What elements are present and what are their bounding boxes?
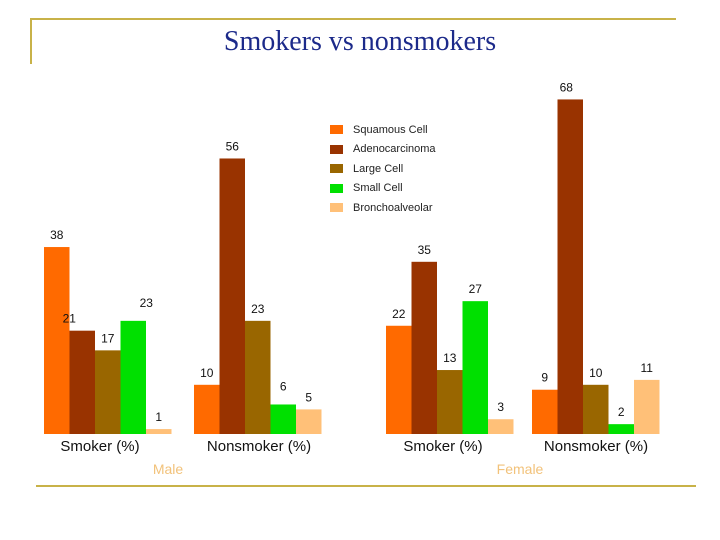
data-label-male-nonsmoker-adenocarcinoma: 56 xyxy=(226,139,240,153)
data-label-male-smoker-large-cell: 17 xyxy=(101,331,115,345)
legend-label-adenocarcinoma: Adenocarcinoma xyxy=(353,143,436,156)
bar-female-nonsmoker-bronchoalveolar xyxy=(634,379,660,434)
bar-male-smoker-bronchoalveolar xyxy=(146,429,172,434)
data-label-female-nonsmoker-large-cell: 10 xyxy=(589,366,603,380)
data-label-female-smoker-large-cell: 13 xyxy=(443,351,457,365)
bar-female-smoker-large-cell xyxy=(437,370,463,434)
data-label-female-nonsmoker-small-cell: 2 xyxy=(618,405,625,419)
bar-female-smoker-adenocarcinoma xyxy=(411,261,437,434)
bar-male-nonsmoker-large-cell xyxy=(245,320,271,434)
legend-swatch-squamous-cell xyxy=(330,125,343,135)
bar-male-nonsmoker-squamous-cell xyxy=(194,384,220,434)
data-label-female-nonsmoker-bronchoalveolar: 11 xyxy=(641,361,654,375)
data-label-male-nonsmoker-bronchoalveolar: 5 xyxy=(305,390,312,404)
legend-swatch-small-cell xyxy=(330,183,343,193)
bar-male-nonsmoker-adenocarcinoma xyxy=(219,158,245,435)
legend-item-small-cell: Small Cell xyxy=(330,179,436,199)
data-label-male-nonsmoker-small-cell: 6 xyxy=(280,379,287,393)
data-label-male-smoker-small-cell: 23 xyxy=(140,296,154,310)
data-label-male-smoker-bronchoalveolar: 1 xyxy=(155,410,162,424)
data-label-male-nonsmoker-squamous-cell: 10 xyxy=(200,366,214,380)
slide-bottom-rule xyxy=(36,485,696,487)
legend-item-squamous-cell: Squamous Cell xyxy=(330,120,436,140)
bar-female-smoker-small-cell xyxy=(462,301,488,434)
data-label-female-nonsmoker-adenocarcinoma: 68 xyxy=(560,80,574,94)
legend-label-small-cell: Small Cell xyxy=(353,182,403,195)
data-label-female-smoker-adenocarcinoma: 35 xyxy=(418,243,432,257)
legend-swatch-bronchoalveolar xyxy=(330,203,343,213)
data-label-male-smoker-squamous-cell: 38 xyxy=(50,228,64,242)
legend-label-squamous-cell: Squamous Cell xyxy=(353,123,428,136)
bar-female-nonsmoker-squamous-cell xyxy=(532,389,558,434)
gender-label-male: Male xyxy=(152,461,184,477)
data-label-female-smoker-small-cell: 27 xyxy=(469,282,483,296)
bar-female-nonsmoker-large-cell xyxy=(583,384,609,434)
legend-label-large-cell: Large Cell xyxy=(353,162,404,175)
data-label-male-nonsmoker-large-cell: 23 xyxy=(251,302,265,316)
gender-label-female: Female xyxy=(496,461,544,477)
bar-male-smoker-large-cell xyxy=(95,350,121,434)
bar-male-smoker-small-cell xyxy=(120,320,146,434)
data-label-female-smoker-bronchoalveolar: 3 xyxy=(497,400,504,414)
bar-female-nonsmoker-small-cell xyxy=(608,424,634,434)
bar-male-nonsmoker-bronchoalveolar xyxy=(296,409,322,434)
legend-item-large-cell: Large Cell xyxy=(330,159,436,179)
bar-female-smoker-bronchoalveolar xyxy=(488,419,514,434)
chart-legend: Squamous Cell Adenocarcinoma Large Cell … xyxy=(330,120,436,218)
category-label-female-smoker: Smoker (%) xyxy=(403,438,483,455)
data-label-male-smoker-adenocarcinoma: 21 xyxy=(63,312,77,326)
category-label-male-smoker: Smoker (%) xyxy=(60,438,140,455)
slide-frame-left xyxy=(30,18,32,64)
legend-label-bronchoalveolar: Bronchoalveolar xyxy=(353,201,433,214)
bar-male-smoker-squamous-cell xyxy=(44,247,70,434)
bar-male-nonsmoker-small-cell xyxy=(270,404,296,434)
slide-frame-top xyxy=(30,18,676,20)
legend-swatch-adenocarcinoma xyxy=(330,144,343,154)
legend-swatch-large-cell xyxy=(330,164,343,174)
legend-item-adenocarcinoma: Adenocarcinoma xyxy=(330,140,436,160)
slide-title: Smokers vs nonsmokers xyxy=(223,26,497,57)
category-label-female-nonsmoker: Nonsmoker (%) xyxy=(543,438,649,455)
category-label-male-nonsmoker: Nonsmoker (%) xyxy=(206,438,312,455)
bar-female-nonsmoker-adenocarcinoma xyxy=(557,99,583,434)
data-label-female-nonsmoker-squamous-cell: 9 xyxy=(541,371,548,385)
data-label-female-smoker-squamous-cell: 22 xyxy=(392,307,406,321)
bar-male-smoker-adenocarcinoma xyxy=(69,330,95,434)
bar-female-smoker-squamous-cell xyxy=(386,325,412,434)
legend-item-bronchoalveolar: Bronchoalveolar xyxy=(330,198,436,218)
